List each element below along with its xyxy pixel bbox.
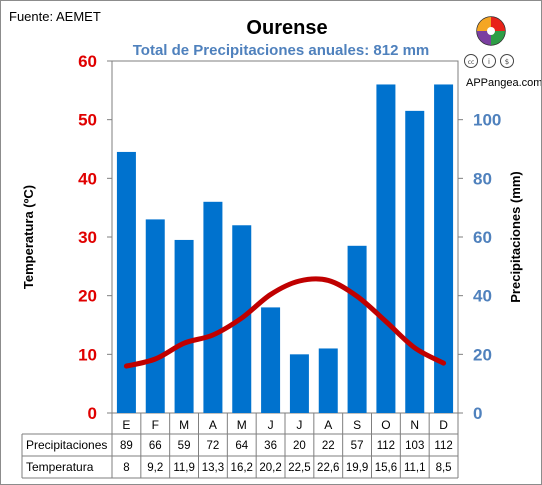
x-tick-label: O [381,418,390,432]
precipitation-bar [434,84,454,413]
precipitation-cell: 22 [322,440,335,452]
chart-subtitle: Total de Precipitaciones anuales: 812 mm [133,42,430,59]
y-right-tick-label: 100 [473,111,501,130]
svg-text:cc: cc [468,59,475,66]
precipitation-bar [116,151,136,413]
precipitation-cell: 112 [377,440,395,452]
temperature-cell: 22,6 [317,462,339,474]
temperature-cell: 8 [123,462,129,474]
temperature-cell: 19,9 [346,462,368,474]
table-row-label-temperature: Temperatura [26,460,94,474]
table-row-label-precipitation: Precipitaciones [26,438,107,452]
y-left-tick-label: 40 [78,169,97,188]
precipitation-bar [318,348,338,413]
precipitation-cell: 112 [434,440,452,452]
x-tick-label: A [209,418,217,432]
temperature-cell: 16,2 [231,462,253,474]
temperature-cell: 9,2 [147,462,163,474]
precipitation-bar [174,239,194,413]
y-left-tick-label: 10 [78,345,97,364]
source-label: Fuente: AEMET [9,9,101,24]
temperature-cell: 11,9 [173,462,195,474]
temperature-cell: 13,3 [202,462,224,474]
appangea-logo [476,16,506,46]
svg-text:i: i [488,58,490,66]
x-tick-label: S [353,418,361,432]
precipitation-cell: 89 [120,440,133,452]
svg-text:$: $ [505,58,509,66]
y-left-tick-label: 20 [78,287,97,306]
y-left-tick-label: 50 [78,111,97,130]
y-right-tick-label: 80 [473,169,492,188]
y-left-axis-title: Temperatura (ºC) [21,185,36,289]
precipitation-bar [405,110,425,413]
x-tick-label: F [152,418,159,432]
x-tick-label: N [410,418,419,432]
temperature-cell: 20,2 [259,462,281,474]
temperature-cell: 8,5 [436,462,452,474]
license-icons: cc i $ [464,54,514,68]
precipitation-cell: 103 [405,440,424,452]
temperature-cell: 11,1 [404,462,426,474]
precipitation-cell: 59 [178,440,191,452]
y-left-tick-label: 60 [78,52,97,71]
precipitation-bar [261,307,281,413]
brand-label: APPangea.com [466,77,541,89]
x-tick-label: J [268,418,274,432]
x-tick-label: M [237,418,247,432]
precipitation-bar [289,354,309,413]
precipitation-cell: 57 [351,440,364,452]
x-tick-label: E [122,418,130,432]
precipitation-bar [203,201,223,413]
x-tick-label: M [179,418,189,432]
x-tick-label: A [324,418,332,432]
precipitation-bar [376,84,396,413]
y-right-axis-title: Precipitaciones (mm) [508,171,523,303]
temperature-cell: 22,5 [288,462,310,474]
y-left-tick-label: 30 [78,228,97,247]
precipitation-bar [145,219,165,413]
y-right-tick-label: 60 [473,228,492,247]
temperature-cell: 15,6 [375,462,397,474]
precipitation-cell: 36 [264,440,277,452]
y-right-tick-label: 20 [473,345,492,364]
x-tick-label: J [296,418,302,432]
precipitation-cell: 66 [149,440,162,452]
x-tick-label: D [439,418,448,432]
precipitation-cell: 64 [235,440,248,452]
chart-title: Ourense [246,17,327,39]
y-left-tick-label: 0 [88,404,97,423]
precipitation-cell: 20 [293,440,306,452]
temperature-line [123,276,447,369]
precipitation-cell: 72 [207,440,220,452]
y-right-tick-label: 40 [473,287,492,306]
y-right-tick-label: 0 [473,404,482,423]
precipitation-bar [347,245,367,413]
